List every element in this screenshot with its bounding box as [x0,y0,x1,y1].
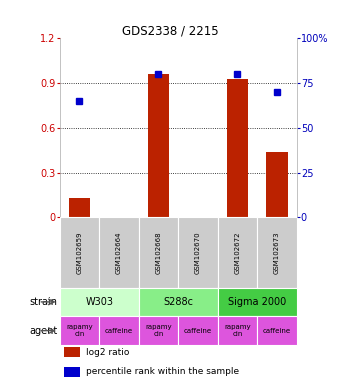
Bar [64,367,80,377]
Bar [60,316,99,345]
Bar [218,288,297,316]
Text: strain: strain [29,297,57,307]
Text: Sigma 2000: Sigma 2000 [228,297,286,307]
Text: rapamy
cin: rapamy cin [224,324,251,337]
Text: caffeine: caffeine [263,328,291,334]
Text: rapamy
cin: rapamy cin [66,324,93,337]
Text: GSM102668: GSM102668 [155,231,161,274]
Text: S288c: S288c [163,297,193,307]
Text: GSM102664: GSM102664 [116,231,122,274]
Bar [226,79,248,217]
Text: rapamy
cin: rapamy cin [145,324,172,337]
Bar [178,217,218,288]
Text: caffeine: caffeine [105,328,133,334]
Bar [60,217,99,288]
Bar [218,316,257,345]
Bar [266,152,288,217]
Text: log2 ratio: log2 ratio [86,348,129,357]
Bar [148,74,169,217]
Text: GSM102670: GSM102670 [195,231,201,274]
Bar [257,316,297,345]
Bar [139,217,178,288]
Text: GSM102673: GSM102673 [274,231,280,274]
Text: GSM102672: GSM102672 [234,231,240,274]
Bar [99,316,139,345]
Bar [218,217,257,288]
Text: caffeine: caffeine [184,328,212,334]
Bar [64,348,80,358]
Bar [69,198,90,217]
Text: W303: W303 [85,297,113,307]
Bar [178,316,218,345]
Bar [99,217,139,288]
Bar [60,288,139,316]
Text: GSM102659: GSM102659 [76,231,83,274]
Bar [139,316,178,345]
Bar [139,288,218,316]
Bar [257,217,297,288]
Text: GDS2338 / 2215: GDS2338 / 2215 [122,25,219,38]
Text: percentile rank within the sample: percentile rank within the sample [86,367,239,376]
Text: agent: agent [29,326,57,336]
